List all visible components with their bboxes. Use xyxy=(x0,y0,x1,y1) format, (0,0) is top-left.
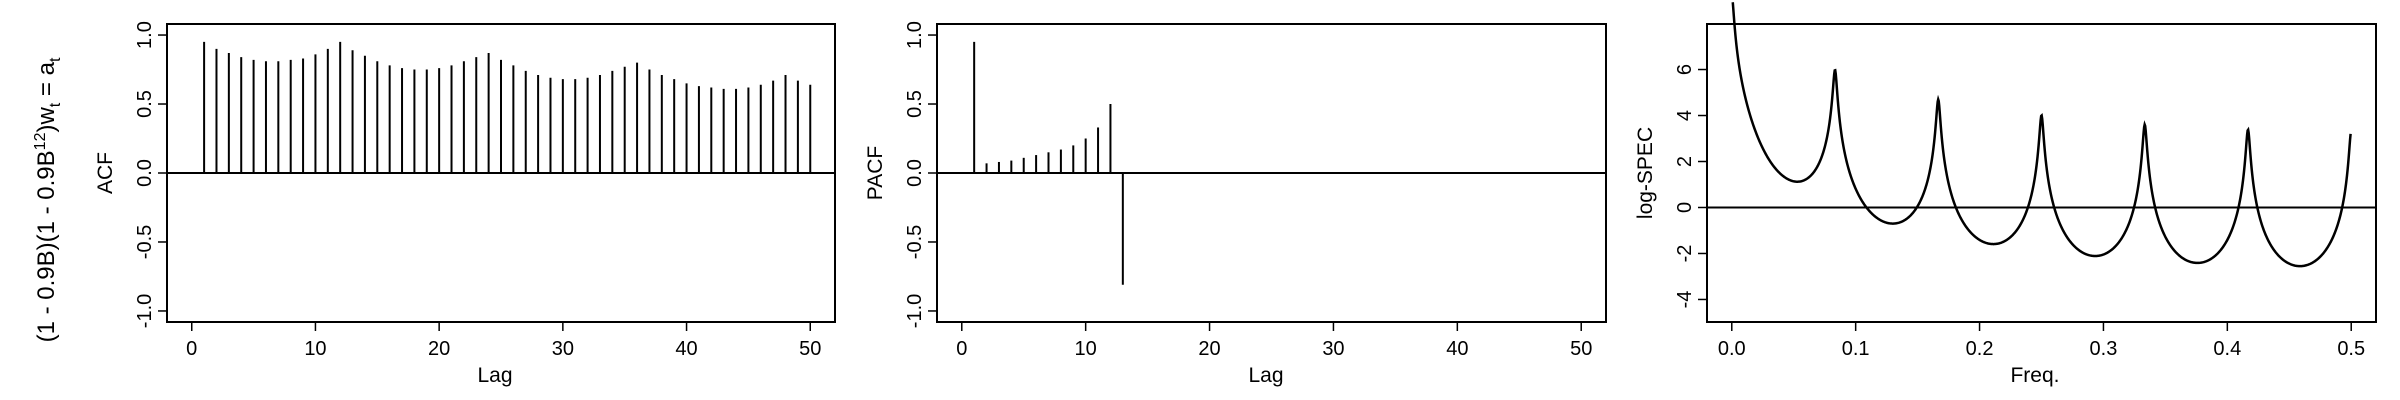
y-tick-label: -2 xyxy=(1674,245,1696,263)
y-axis-label: PACF xyxy=(864,146,887,200)
x-axis-label: Lag xyxy=(477,364,512,387)
x-tick-label: 40 xyxy=(1446,338,1468,360)
y-tick-label: 0.5 xyxy=(904,90,926,118)
row-label-part: (1 - 0.9B)(1 - 0.9B xyxy=(33,150,60,342)
x-tick-label: 20 xyxy=(428,338,450,360)
y-tick-label: 1.0 xyxy=(904,21,926,49)
acf-panel: 0 10 20 30 40 50 -1.0 -0.5 0.0 0.5 1.0 Lag ACF xyxy=(94,21,836,387)
x-tick-label: 40 xyxy=(675,338,697,360)
x-tick-label: 0.2 xyxy=(1966,338,1994,360)
x-tick-label: 0.4 xyxy=(2213,338,2241,360)
row-label-superscript: 12 xyxy=(32,132,49,150)
y-tick-label: 0.5 xyxy=(134,90,156,118)
row-label-part: = a xyxy=(33,61,60,102)
x-tick-label: 30 xyxy=(1322,338,1344,360)
y-tick-label: 6 xyxy=(1674,64,1696,75)
y-tick-label: -1.0 xyxy=(134,294,156,328)
y-axis-label: ACF xyxy=(94,152,117,194)
row-label-subscript: t xyxy=(47,57,64,62)
y-tick-label: 0.0 xyxy=(904,159,926,187)
x-tick-label: 0.3 xyxy=(2090,338,2118,360)
x-axis-label: Lag xyxy=(1248,364,1283,387)
y-tick-label: 1.0 xyxy=(134,21,156,49)
spectrum-line xyxy=(1731,2,2352,268)
y-tick-label: -0.5 xyxy=(134,225,156,259)
y-tick-label: -4 xyxy=(1674,291,1696,309)
x-tick-label: 0 xyxy=(956,338,967,360)
x-tick-label: 20 xyxy=(1198,338,1220,360)
spectrum-panel: 0.0 0.1 0.2 0.3 0.4 0.5 -4 -2 0 2 4 6 Freq. log-SPEC xyxy=(1634,2,2377,387)
x-axis-label: Freq. xyxy=(2010,364,2059,387)
x-tick-label: 50 xyxy=(799,338,821,360)
plot-frame xyxy=(1706,23,2377,323)
y-tick-label: -1.0 xyxy=(904,294,926,328)
row-label-subscript: t xyxy=(47,102,64,107)
x-tick-label: 10 xyxy=(304,338,326,360)
x-tick-label: 0.1 xyxy=(1842,338,1870,360)
row-label: (1 - 0.9B)(1 - 0.9B12)wt = at xyxy=(32,57,64,342)
y-axis-label: log-SPEC xyxy=(1634,127,1657,219)
y-tick-label: 4 xyxy=(1674,110,1696,121)
x-tick-label: 30 xyxy=(552,338,574,360)
x-tick-label: 0.5 xyxy=(2337,338,2365,360)
x-tick-label: 50 xyxy=(1570,338,1592,360)
y-tick-label: -0.5 xyxy=(904,225,926,259)
y-tick-label: 0.0 xyxy=(134,159,156,187)
y-tick-label: 0 xyxy=(1674,202,1696,213)
y-tick-label: 2 xyxy=(1674,156,1696,167)
x-tick-label: 0.0 xyxy=(1718,338,1746,360)
row-label-part: )w xyxy=(33,107,60,133)
pacf-panel: 0 10 20 30 40 50 -1.0 -0.5 0.0 0.5 1.0 Lag PACF xyxy=(864,21,1607,387)
x-tick-label: 0 xyxy=(186,338,197,360)
x-tick-label: 10 xyxy=(1075,338,1097,360)
